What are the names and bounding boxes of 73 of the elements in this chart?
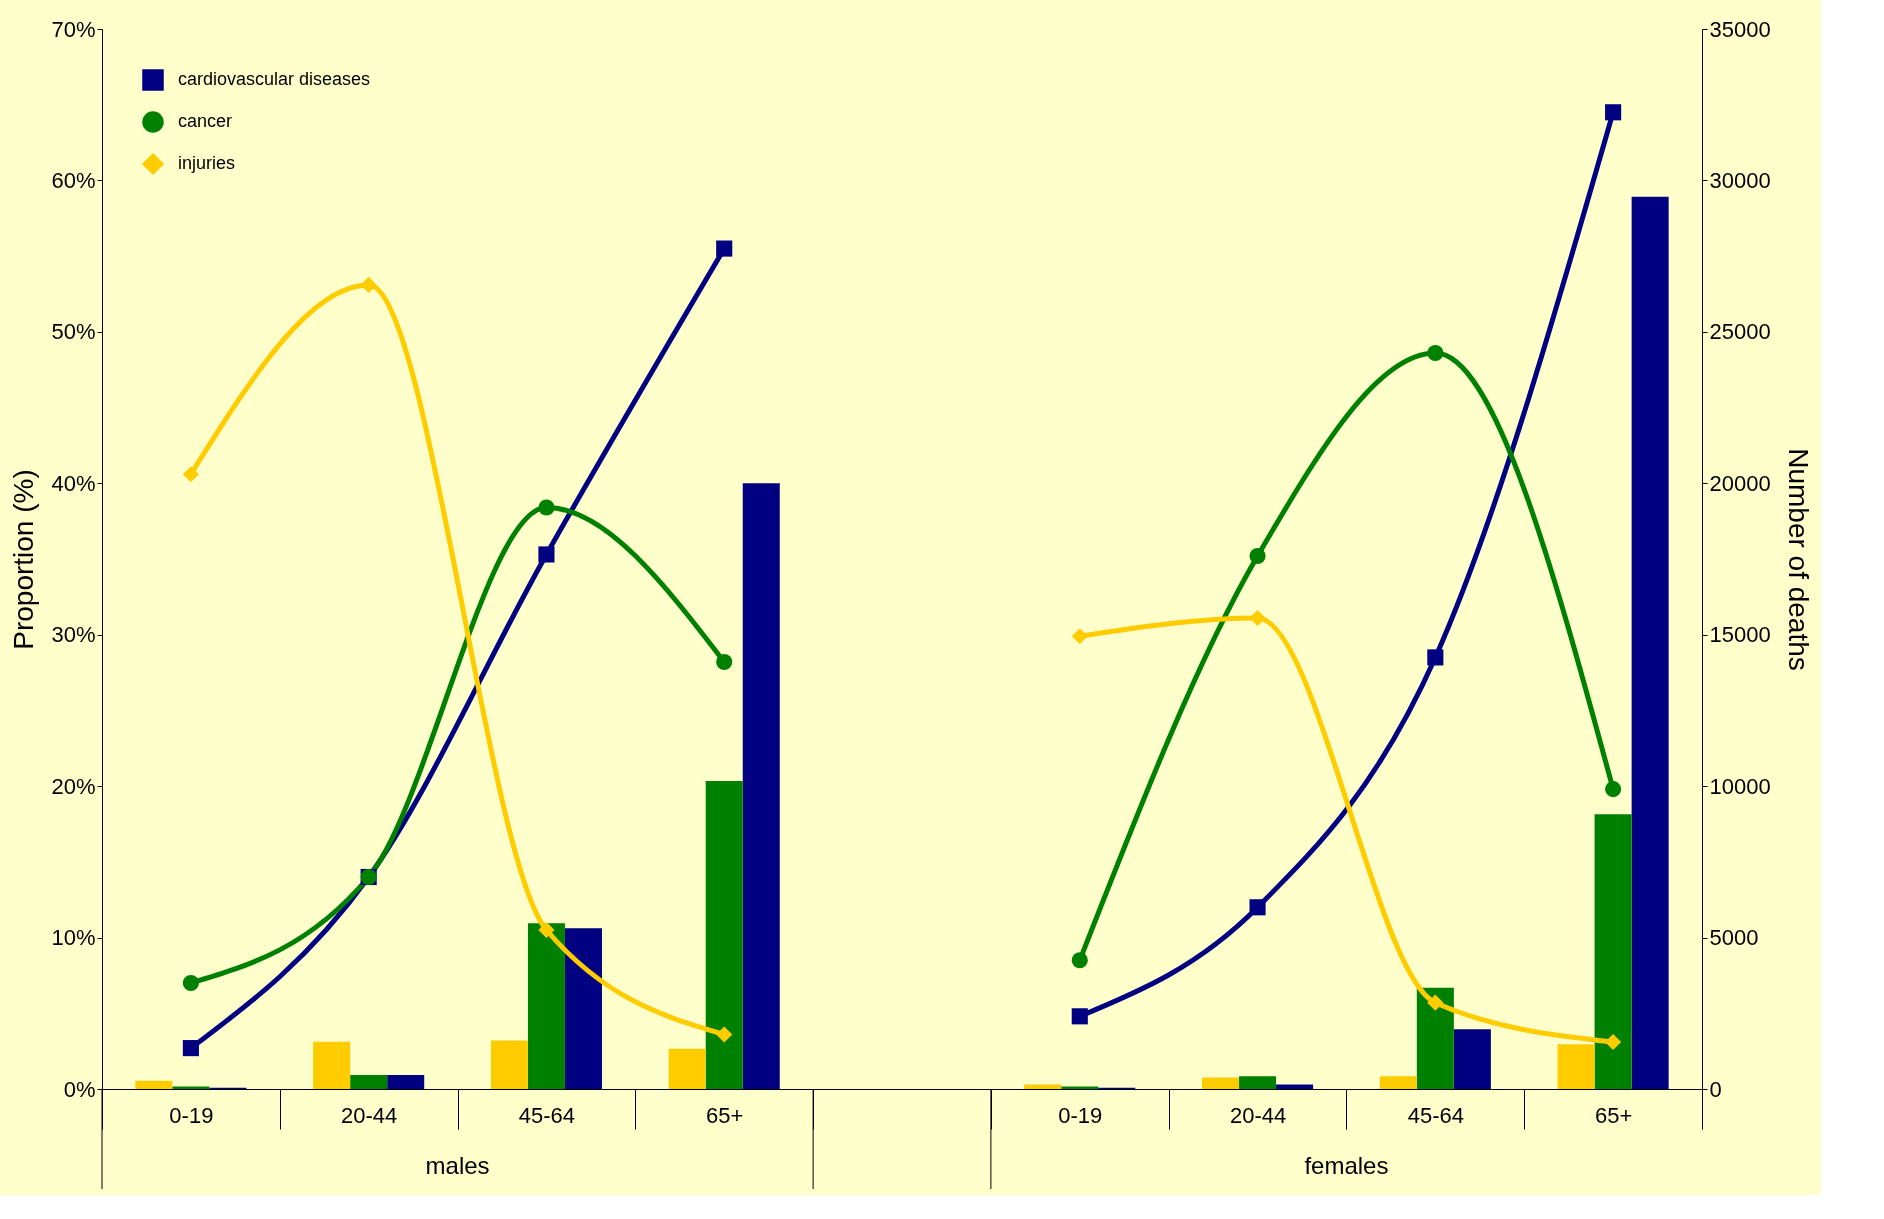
bar <box>387 1075 425 1089</box>
legend-label: cancer <box>178 111 233 131</box>
point <box>716 653 733 671</box>
x-tick-label: 20-44 <box>341 1102 398 1128</box>
point <box>360 276 377 293</box>
x-tick-label: 0-19 <box>1058 1102 1103 1128</box>
bar <box>527 923 565 1089</box>
point <box>716 240 733 257</box>
y2-tick-label: 10000 <box>1709 773 1771 799</box>
x-tick-label: 0-19 <box>169 1102 214 1128</box>
bar <box>1416 987 1454 1089</box>
y2-tick-label: 15000 <box>1709 622 1771 648</box>
point <box>1249 899 1266 916</box>
y2-tick-label: 20000 <box>1709 470 1771 496</box>
text: females <box>1304 1152 1389 1179</box>
bar <box>564 928 602 1089</box>
point <box>1071 952 1088 969</box>
y2-tick-label: 35000 <box>1709 16 1771 42</box>
point <box>1071 1008 1088 1025</box>
bar <box>135 1080 173 1089</box>
point <box>1249 547 1266 565</box>
point <box>1249 610 1266 627</box>
x-tick-label: 20-44 <box>1229 1102 1287 1128</box>
y-axis-title: Proportion (%) <box>8 469 40 650</box>
bar <box>313 1041 351 1089</box>
point <box>1071 628 1088 645</box>
bar <box>1594 814 1632 1089</box>
x-tick-label: 65+ <box>706 1102 744 1128</box>
point <box>538 499 555 516</box>
y2-axis-title: Number of deaths <box>1782 448 1814 671</box>
y-tick-label: 60% <box>51 167 96 193</box>
point <box>716 1026 733 1043</box>
bar <box>1557 1044 1595 1089</box>
y2-tick-label: 25000 <box>1709 319 1771 345</box>
point <box>1605 104 1622 121</box>
y-tick-label: 30% <box>51 622 96 648</box>
point <box>1605 781 1622 798</box>
x-tick-label: 65+ <box>1594 1102 1633 1128</box>
bar <box>1631 196 1669 1089</box>
bar <box>490 1040 528 1089</box>
y-tick-label: 70% <box>51 16 96 42</box>
y-tick-label: 20% <box>51 773 96 799</box>
x-tick-label: 45-64 <box>1407 1102 1464 1128</box>
bar <box>1202 1077 1240 1089</box>
point <box>1427 994 1444 1011</box>
bar <box>350 1075 388 1089</box>
legend-label: cardiovascular diseases <box>178 69 371 89</box>
point <box>1427 649 1444 666</box>
bar <box>1379 1076 1417 1089</box>
bar <box>1239 1076 1277 1089</box>
bar <box>1453 1029 1491 1089</box>
y2-tick-label: 5000 <box>1709 925 1759 951</box>
bar <box>1276 1084 1314 1089</box>
bar <box>668 1048 706 1089</box>
y-tick-label: 10% <box>51 925 96 951</box>
point <box>538 921 555 939</box>
point <box>1605 1034 1622 1051</box>
bar <box>742 483 780 1089</box>
point <box>1427 345 1444 362</box>
x-tick-label: 45-64 <box>518 1102 576 1128</box>
bar <box>1024 1084 1062 1089</box>
y-tick-label: 40% <box>51 470 96 496</box>
point <box>182 974 199 992</box>
point <box>538 546 555 563</box>
bar <box>705 780 743 1089</box>
legend-label: injuries <box>178 153 236 173</box>
y-tick-label: 0% <box>63 1076 96 1102</box>
y2-tick-label: 30000 <box>1709 167 1771 193</box>
text: males <box>425 1152 490 1179</box>
y2-tick-label: 0 <box>1709 1076 1722 1102</box>
y-tick-label: 50% <box>51 319 96 345</box>
point <box>182 466 199 483</box>
point <box>182 1040 199 1057</box>
